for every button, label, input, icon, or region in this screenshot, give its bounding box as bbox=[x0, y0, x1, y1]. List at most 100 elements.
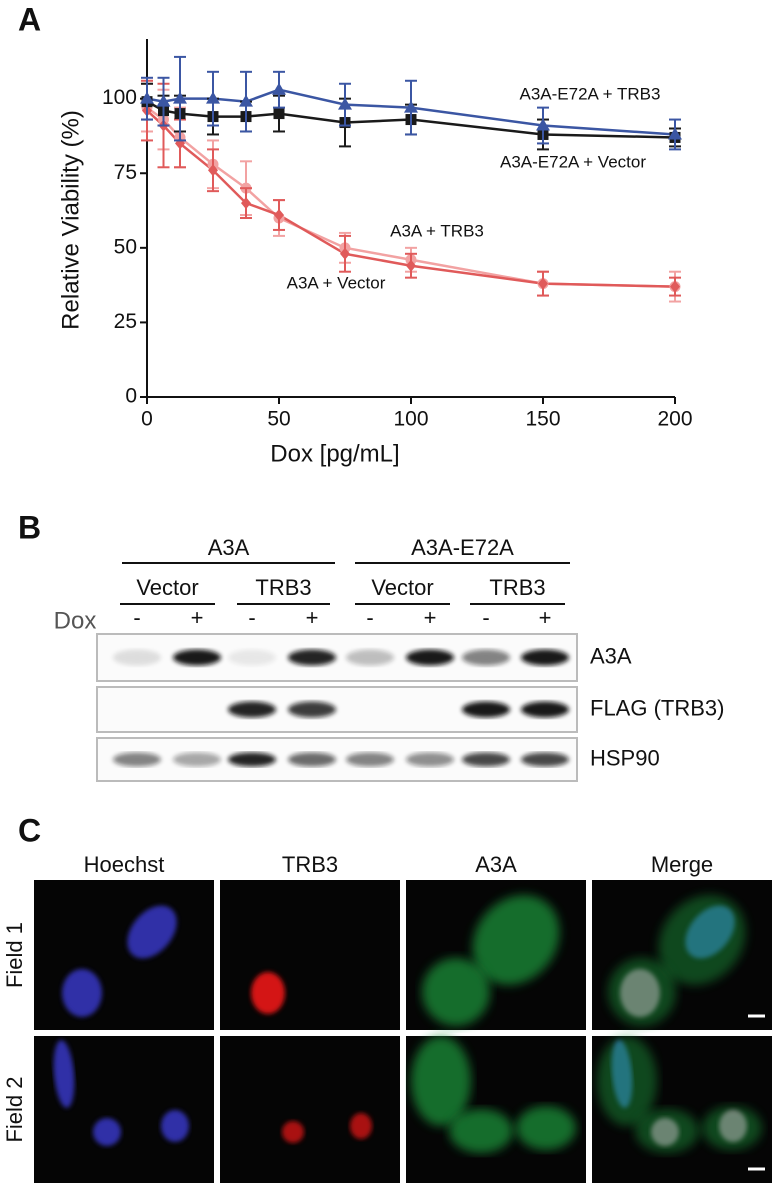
marker bbox=[156, 94, 171, 107]
x-axis-label: Dox [pg/mL] bbox=[270, 440, 399, 467]
marker bbox=[241, 197, 251, 210]
y-tick-label: 100 bbox=[102, 86, 137, 109]
group-label: A3A bbox=[208, 535, 250, 560]
group-label: A3A-E72A bbox=[411, 535, 514, 560]
blot-band bbox=[228, 649, 276, 666]
blot-row-label: FLAG (TRB3) bbox=[590, 695, 724, 720]
series-line bbox=[146, 109, 676, 288]
nucleus bbox=[62, 969, 102, 1017]
marker bbox=[208, 164, 218, 177]
treatment-sign: + bbox=[539, 605, 552, 630]
subgroup-label: Vector bbox=[136, 575, 198, 600]
y-tick-label: 25 bbox=[114, 310, 137, 333]
cytoplasm bbox=[516, 1106, 576, 1150]
series-label: A3A-E72A + Vector bbox=[500, 152, 646, 171]
cytoplasm bbox=[411, 1036, 471, 1126]
treatment-sign: + bbox=[424, 605, 437, 630]
blot-band bbox=[113, 752, 161, 767]
series-line bbox=[146, 106, 676, 288]
column-label: A3A bbox=[475, 852, 517, 877]
treatment-sign: - bbox=[482, 605, 489, 630]
y-tick-label: 50 bbox=[114, 235, 137, 258]
blot-band bbox=[228, 752, 276, 767]
marker bbox=[173, 91, 187, 104]
y-tick-label: 75 bbox=[114, 161, 137, 184]
blot-band bbox=[113, 649, 161, 666]
cytoplasm bbox=[597, 1036, 657, 1126]
marker bbox=[404, 100, 418, 113]
blot-band bbox=[288, 649, 336, 666]
blot-band bbox=[462, 649, 510, 666]
cytoplasm bbox=[635, 1109, 699, 1153]
blot-band bbox=[521, 649, 569, 666]
y-tick-label: 0 bbox=[125, 385, 137, 408]
marker bbox=[239, 94, 253, 107]
marker bbox=[273, 108, 285, 120]
marker bbox=[272, 82, 286, 95]
series-label: A3A-E72A + TRB3 bbox=[520, 84, 661, 103]
marker bbox=[274, 209, 284, 222]
marker bbox=[338, 97, 352, 110]
subgroup-label: TRB3 bbox=[255, 575, 311, 600]
panel-label: C bbox=[18, 812, 41, 848]
column-label: TRB3 bbox=[282, 852, 338, 877]
subgroup-label: Vector bbox=[371, 575, 433, 600]
nucleus bbox=[251, 972, 285, 1014]
blot-row-label: A3A bbox=[590, 643, 632, 668]
cytoplasm bbox=[658, 895, 746, 985]
blot-band bbox=[521, 752, 569, 767]
blot-band bbox=[346, 752, 394, 767]
treatment-sign: + bbox=[306, 605, 319, 630]
cytoplasm bbox=[449, 1109, 513, 1153]
blot-band bbox=[462, 752, 510, 767]
marker bbox=[668, 127, 682, 140]
marker bbox=[536, 118, 550, 131]
micrograph bbox=[220, 1036, 400, 1183]
blot-band bbox=[406, 752, 454, 767]
x-tick-label: 200 bbox=[657, 408, 692, 431]
cytoplasm bbox=[472, 895, 560, 985]
marker bbox=[206, 91, 220, 104]
treatment-sign: - bbox=[248, 605, 255, 630]
blot-band bbox=[346, 649, 394, 666]
blot-band bbox=[288, 752, 336, 767]
panel-label: B bbox=[18, 509, 41, 545]
x-tick-label: 50 bbox=[267, 408, 290, 431]
blot-band bbox=[406, 649, 454, 666]
cytoplasm bbox=[702, 1106, 762, 1150]
row-label: Field 1 bbox=[2, 922, 27, 988]
treatment-label: Dox bbox=[54, 607, 97, 634]
nucleus bbox=[93, 1118, 121, 1146]
treatment-sign: + bbox=[191, 605, 204, 630]
blot-band bbox=[228, 701, 276, 718]
blot-band bbox=[462, 701, 510, 718]
y-axis-label: Relative Viability (%) bbox=[57, 110, 84, 330]
column-label: Hoechst bbox=[84, 852, 165, 877]
blot-band bbox=[173, 752, 221, 767]
nucleus bbox=[161, 1110, 189, 1142]
x-tick-label: 150 bbox=[525, 408, 560, 431]
marker bbox=[140, 91, 154, 104]
column-label: Merge bbox=[651, 852, 713, 877]
treatment-sign: - bbox=[366, 605, 373, 630]
row-label: Field 2 bbox=[2, 1076, 27, 1142]
treatment-sign: - bbox=[133, 605, 140, 630]
x-tick-label: 0 bbox=[141, 408, 153, 431]
nucleus bbox=[53, 1040, 75, 1108]
nucleus bbox=[350, 1113, 372, 1139]
marker bbox=[538, 277, 548, 290]
blot-band bbox=[173, 649, 221, 666]
blot-row-label: HSP90 bbox=[590, 745, 660, 770]
marker bbox=[406, 259, 416, 272]
micrograph bbox=[220, 880, 400, 1030]
series-line bbox=[146, 100, 676, 139]
subgroup-label: TRB3 bbox=[489, 575, 545, 600]
series-label: A3A + Vector bbox=[287, 273, 386, 292]
blot-band bbox=[521, 701, 569, 718]
cytoplasm bbox=[608, 958, 676, 1026]
series-line bbox=[146, 88, 676, 136]
marker bbox=[340, 247, 350, 260]
micrograph bbox=[34, 880, 214, 1030]
